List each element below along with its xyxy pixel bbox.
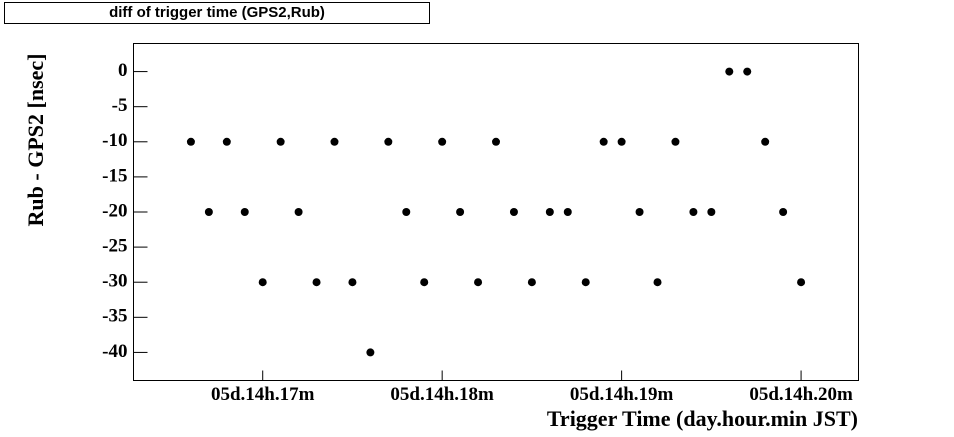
- point: [366, 348, 375, 357]
- point: [617, 137, 626, 146]
- x-tick-label: 05d.14h.19m: [570, 384, 674, 405]
- y-tick-label: -30: [102, 271, 127, 292]
- y-tick-label: 0: [118, 60, 128, 81]
- y-tick-label: -15: [102, 165, 127, 186]
- point: [599, 137, 608, 146]
- point: [258, 278, 267, 287]
- chart-title: diff of trigger time (GPS2,Rub): [109, 4, 325, 21]
- point: [294, 208, 303, 216]
- point: [743, 67, 752, 76]
- title-box: [4, 2, 430, 24]
- x-tick-label: 05d.14h.20m: [749, 384, 853, 405]
- point: [474, 278, 483, 287]
- point: [438, 137, 447, 146]
- point: [276, 137, 285, 146]
- point: [186, 137, 195, 146]
- y-tick-label: -35: [102, 306, 127, 327]
- point: [653, 278, 662, 287]
- point: [707, 208, 716, 216]
- point: [797, 278, 806, 287]
- y-axis-label: Rub - GPS2 [nsec]: [23, 54, 48, 227]
- point: [527, 278, 536, 287]
- point: [456, 208, 465, 216]
- point: [689, 208, 698, 216]
- point: [545, 208, 554, 216]
- point: [509, 208, 518, 216]
- point: [348, 278, 357, 287]
- y-tick-label: -10: [102, 130, 127, 151]
- point: [420, 278, 429, 287]
- y-tick-label: -20: [102, 200, 127, 221]
- x-axis-label: Trigger Time (day.hour.min JST): [547, 406, 858, 431]
- point: [671, 137, 680, 146]
- y-tick-label: -25: [102, 235, 127, 256]
- y-tick-label: -40: [102, 341, 127, 362]
- point: [725, 67, 734, 76]
- point: [563, 208, 572, 216]
- point: [330, 137, 339, 146]
- point: [402, 208, 411, 216]
- point: [312, 278, 321, 287]
- point: [761, 137, 770, 146]
- point: [635, 208, 644, 216]
- point: [581, 278, 590, 287]
- point: [204, 208, 213, 216]
- point: [492, 137, 500, 146]
- point: [384, 137, 393, 146]
- point: [779, 208, 788, 216]
- point: [222, 137, 231, 146]
- point: [240, 208, 249, 216]
- y-tick-label: -5: [112, 95, 128, 116]
- x-tick-label: 05d.14h.17m: [211, 384, 315, 405]
- x-tick-label: 05d.14h.18m: [390, 384, 494, 405]
